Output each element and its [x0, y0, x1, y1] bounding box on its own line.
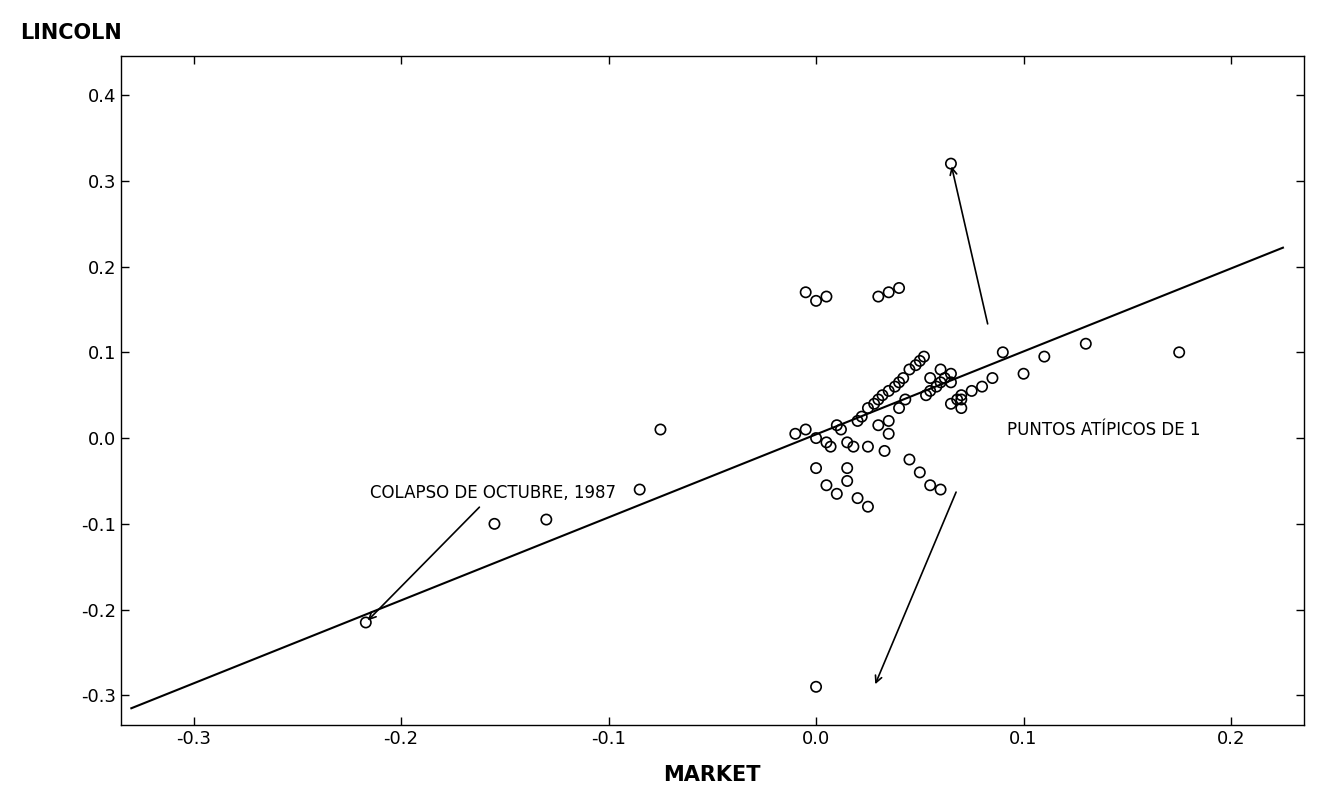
X-axis label: MARKET: MARKET — [664, 765, 761, 785]
Point — [857, 401, 879, 414]
Point — [972, 380, 993, 393]
Point — [915, 388, 937, 401]
Point — [857, 501, 879, 513]
Point — [629, 483, 650, 496]
Point — [857, 440, 879, 453]
Point — [899, 363, 921, 376]
Point — [1168, 346, 1189, 359]
Point — [355, 616, 376, 629]
Point — [909, 355, 930, 368]
Point — [950, 393, 972, 406]
Point — [535, 513, 556, 526]
Point — [794, 423, 816, 436]
Point — [831, 423, 852, 436]
Point — [836, 436, 857, 449]
Point — [941, 368, 962, 380]
Point — [827, 488, 848, 501]
Point — [905, 359, 926, 372]
Point — [847, 414, 868, 427]
Point — [868, 290, 890, 303]
Point — [816, 290, 837, 303]
Point — [941, 376, 962, 388]
Point — [805, 294, 827, 307]
Point — [941, 157, 962, 170]
Point — [816, 479, 837, 492]
Point — [843, 440, 864, 453]
Point — [847, 492, 868, 505]
Point — [961, 384, 982, 397]
Point — [930, 363, 952, 376]
Point — [1034, 350, 1055, 363]
Point — [868, 393, 890, 406]
Point — [934, 372, 956, 384]
Point — [992, 346, 1013, 359]
Point — [872, 388, 894, 401]
Point — [892, 372, 914, 384]
Point — [884, 380, 906, 393]
Point — [888, 376, 910, 388]
Point — [878, 286, 899, 299]
Point — [1075, 337, 1097, 350]
Point — [950, 401, 972, 414]
Point — [805, 680, 827, 693]
Point — [888, 281, 910, 294]
Point — [899, 453, 921, 466]
Point — [950, 388, 972, 401]
Point — [649, 423, 671, 436]
Point — [868, 419, 890, 432]
Point — [946, 393, 968, 406]
Text: PUNTOS ATÍPICOS DE 1: PUNTOS ATÍPICOS DE 1 — [1007, 421, 1200, 438]
Point — [874, 444, 895, 457]
Point — [919, 384, 941, 397]
Point — [794, 286, 816, 299]
Point — [888, 401, 910, 414]
Point — [981, 372, 1003, 384]
Point — [820, 440, 841, 453]
Point — [836, 475, 857, 488]
Text: COLAPSO DE OCTUBRE, 1987: COLAPSO DE OCTUBRE, 1987 — [370, 484, 616, 619]
Point — [1013, 368, 1035, 380]
Point — [930, 483, 952, 496]
Point — [878, 384, 899, 397]
Point — [926, 380, 948, 393]
Point — [930, 376, 952, 388]
Point — [785, 427, 806, 440]
Point — [805, 432, 827, 445]
Point — [878, 414, 899, 427]
Point — [913, 350, 934, 363]
Point — [941, 397, 962, 410]
Point — [805, 462, 827, 475]
Point — [863, 397, 884, 410]
Point — [895, 393, 917, 406]
Point — [827, 419, 848, 432]
Point — [484, 517, 505, 530]
Point — [919, 479, 941, 492]
Point — [909, 466, 930, 479]
Point — [919, 372, 941, 384]
Text: LINCOLN: LINCOLN — [20, 23, 122, 43]
Point — [836, 462, 857, 475]
Point — [878, 427, 899, 440]
Point — [816, 436, 837, 449]
Point — [851, 410, 872, 423]
